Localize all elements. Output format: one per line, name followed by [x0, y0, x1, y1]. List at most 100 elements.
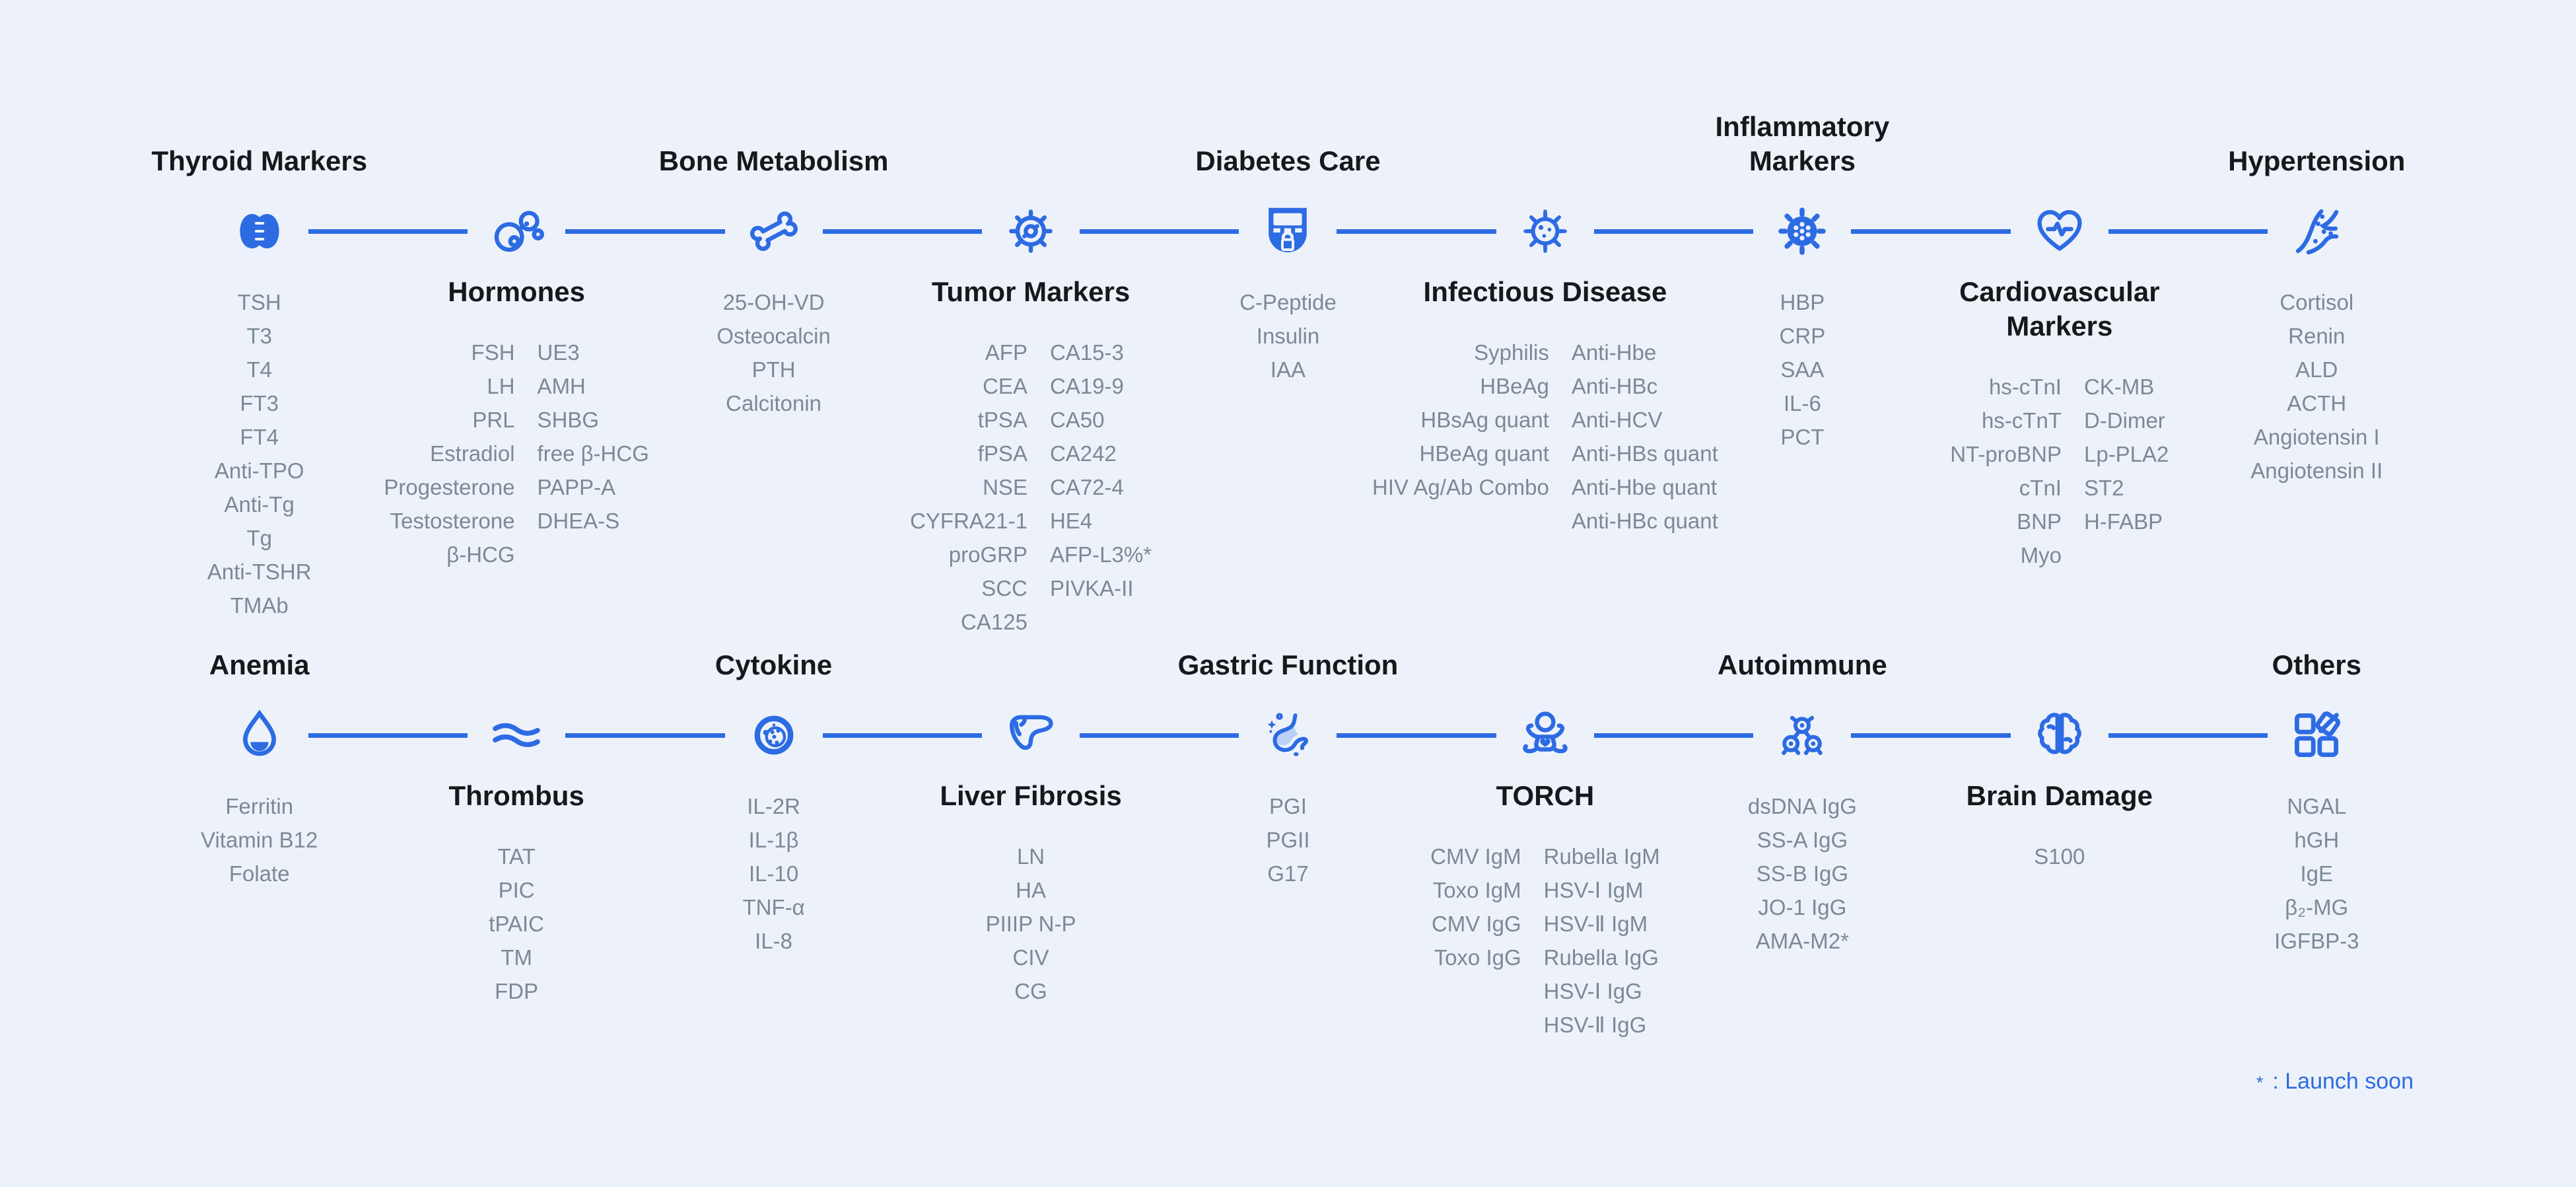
marker-item: PRL [472, 408, 515, 433]
category-title-line: Others [2272, 649, 2361, 680]
marker-item: NGAL [2287, 794, 2347, 818]
category-title-line: Inflammatory [1715, 110, 1890, 142]
category-title-line: Hypertension [2228, 145, 2406, 176]
category-title-line: Anemia [209, 649, 310, 680]
marker-item: IgE [2300, 861, 2334, 886]
marker-item: Anti-Hbe quant [1571, 475, 1718, 500]
category-title: Others [2272, 648, 2361, 682]
thyroid-gland-icon [210, 199, 308, 263]
category-title: Cardiovascular Markers [1959, 275, 2159, 343]
items-slot: dsDNA IgG SS-A IgG SS-B IgG JO-1 IgG AMA-M2* [1748, 789, 1857, 958]
marker-item: Anti-TPO [214, 458, 304, 483]
marker-item: LN [1016, 844, 1045, 869]
marker-item: Syphilis [1474, 340, 1549, 365]
marker-item: C-Peptide [1239, 290, 1337, 314]
category-title-line: Infectious Disease [1423, 276, 1667, 307]
category-title: Autoimmune [1718, 648, 1887, 682]
title-items-group: Liver Fibrosis LN HA PIIIP N-P CIV CG [940, 779, 1121, 1008]
marker-item: Calcitonin [726, 391, 822, 415]
marker-list-left-column: AFP CEA tPSA fPSA NSE CYFRA21-1 proGRP SCC CA125 [910, 336, 1027, 639]
marker-item: HSV-Ⅰ IgM [1543, 878, 1644, 903]
marker-item: HBeAg [1480, 374, 1549, 399]
marker-item: D-Dimer [2083, 408, 2165, 433]
category-title-line: Gastric Function [1177, 649, 1399, 680]
marker-item: NT-proBNP [1950, 442, 2062, 467]
marker-item: tPSA [977, 408, 1027, 433]
molecule-bubbles-icon [468, 199, 566, 263]
items-slot: C-Peptide Insulin IAA [1239, 285, 1337, 386]
marker-item: CA125 [961, 610, 1027, 635]
marker-item: S100 [2034, 844, 2085, 869]
category-thrombus: Thrombus TAT PIC tPAIC TM FDP [388, 504, 644, 1098]
category-title-line: Bone Metabolism [658, 145, 889, 176]
category-title-line: Markers [1749, 145, 1856, 176]
vessel-wave-icon [468, 703, 566, 767]
title-slot: Thyroid Markers [151, 144, 367, 178]
marker-item: HSV-Ⅱ IgM [1543, 912, 1648, 937]
marker-item: Insulin [1256, 324, 1320, 348]
marker-item: NSE [983, 475, 1027, 500]
items-slot: TSH T3 T4 FT3 FT4 Anti-TPO Anti-Tg Tg Anti-TSHR T… [207, 285, 312, 622]
marker-item: CG [1014, 979, 1047, 1004]
brain-icon [2010, 703, 2108, 767]
marker-item: HSV-Ⅰ IgG [1543, 979, 1642, 1004]
marker-item: SCC [981, 576, 1027, 601]
title-items-group: Cardiovascular Markers hs-cTnI hs-cTnT NT-pr… [1950, 275, 2169, 572]
category-title: Hypertension [2228, 144, 2405, 178]
category-title-line: TORCH [1496, 780, 1595, 811]
category-title-line: Thyroid Markers [151, 145, 368, 176]
category-title: TORCH [1496, 779, 1595, 813]
marker-item: fPSA [977, 441, 1027, 466]
marker-item: IGFBP-3 [2274, 929, 2359, 953]
heart-pulse-icon [2010, 199, 2108, 263]
marker-item: Osteocalcin [716, 324, 831, 348]
marker-item: BNP [2017, 509, 2062, 534]
marker-item: FDP [495, 979, 539, 1004]
title-items-group: Tumor Markers AFP CEA tPSA fPSA NSE CYFRA21-1 p… [910, 275, 1152, 639]
marker-item: LH [487, 374, 515, 399]
virus-particle-icon [1753, 199, 1852, 263]
marker-list: Ferritin Vitamin B12 Folate [201, 789, 318, 890]
category-title: Thyroid Markers [151, 144, 367, 178]
category-anemia: Anemia Ferritin Vitamin B12 Folate [131, 504, 388, 1098]
marker-item: hGH [2294, 828, 2340, 852]
category-title: Liver Fibrosis [940, 779, 1121, 813]
title-items-group: Infectious Disease Syphilis HBeAg HBsAg qua… [1372, 275, 1718, 538]
category-title: Inflammatory Markers [1716, 110, 1890, 178]
category-inflammatory-markers: Inflammatory Markers HBP CRP SAA IL-6 PCT [1674, 0, 1931, 594]
marker-item: CEA [983, 374, 1027, 399]
marker-item: Testosterone [390, 509, 515, 534]
marker-item: H-FABP [2083, 509, 2163, 534]
marker-item: TAT [497, 844, 536, 869]
title-slot: Inflammatory Markers [1716, 110, 1890, 178]
category-title: Bone Metabolism [659, 144, 889, 178]
molecule-network-icon [1753, 703, 1852, 767]
title-slot: Bone Metabolism [659, 144, 889, 178]
category-title-line: Diabetes Care [1195, 145, 1381, 176]
title-slot: Cytokine [715, 648, 832, 682]
marker-item: Anti-Hbe [1571, 340, 1657, 365]
marker-item: CA72-4 [1049, 475, 1124, 500]
marker-item: TMAb [230, 593, 289, 618]
marker-item: tPAIC [489, 912, 545, 937]
marker-item: CMV IgM [1430, 844, 1521, 869]
marker-item: HBP [1780, 290, 1825, 314]
marker-item: Anti-HBc [1571, 374, 1658, 399]
category-brain-damage: Brain Damage S100 [1931, 504, 2188, 1098]
launch-soon-footnote: * : Launch soon [2256, 1069, 2414, 1095]
marker-list-right-column: CA15-3 CA19-9 CA50 CA242 CA72-4 HE4 AFP-L3%* PI… [1050, 336, 1152, 605]
liver-icon [982, 703, 1080, 767]
marker-list: Cortisol Renin ALD ACTH Angiotensin I Angiote… [2250, 285, 2383, 487]
marker-list: CMV IgM Toxo IgM CMV IgG Toxo IgG Rubella Ig… [1430, 840, 1660, 1042]
blood-vessel-icon [2268, 199, 2366, 263]
marker-item: CRP [1779, 324, 1826, 348]
marker-item: CYFRA21-1 [910, 509, 1027, 534]
marker-list-left-column: hs-cTnI hs-cTnT NT-proBNP cTnI BNP Myo [1950, 370, 2062, 572]
marker-item: hs-cTnI [1988, 375, 2062, 400]
marker-item: Ferritin [225, 794, 294, 818]
category-hypertension: Hypertension Cortisol Renin ALD ACTH Angioten… [2188, 0, 2445, 594]
items-slot: IL-2R IL-1β IL-10 TNF-α IL-8 [742, 789, 804, 958]
marker-item: proGRP [948, 542, 1027, 567]
virus-outline-icon [1496, 199, 1594, 263]
marker-item: PIC [498, 878, 535, 903]
